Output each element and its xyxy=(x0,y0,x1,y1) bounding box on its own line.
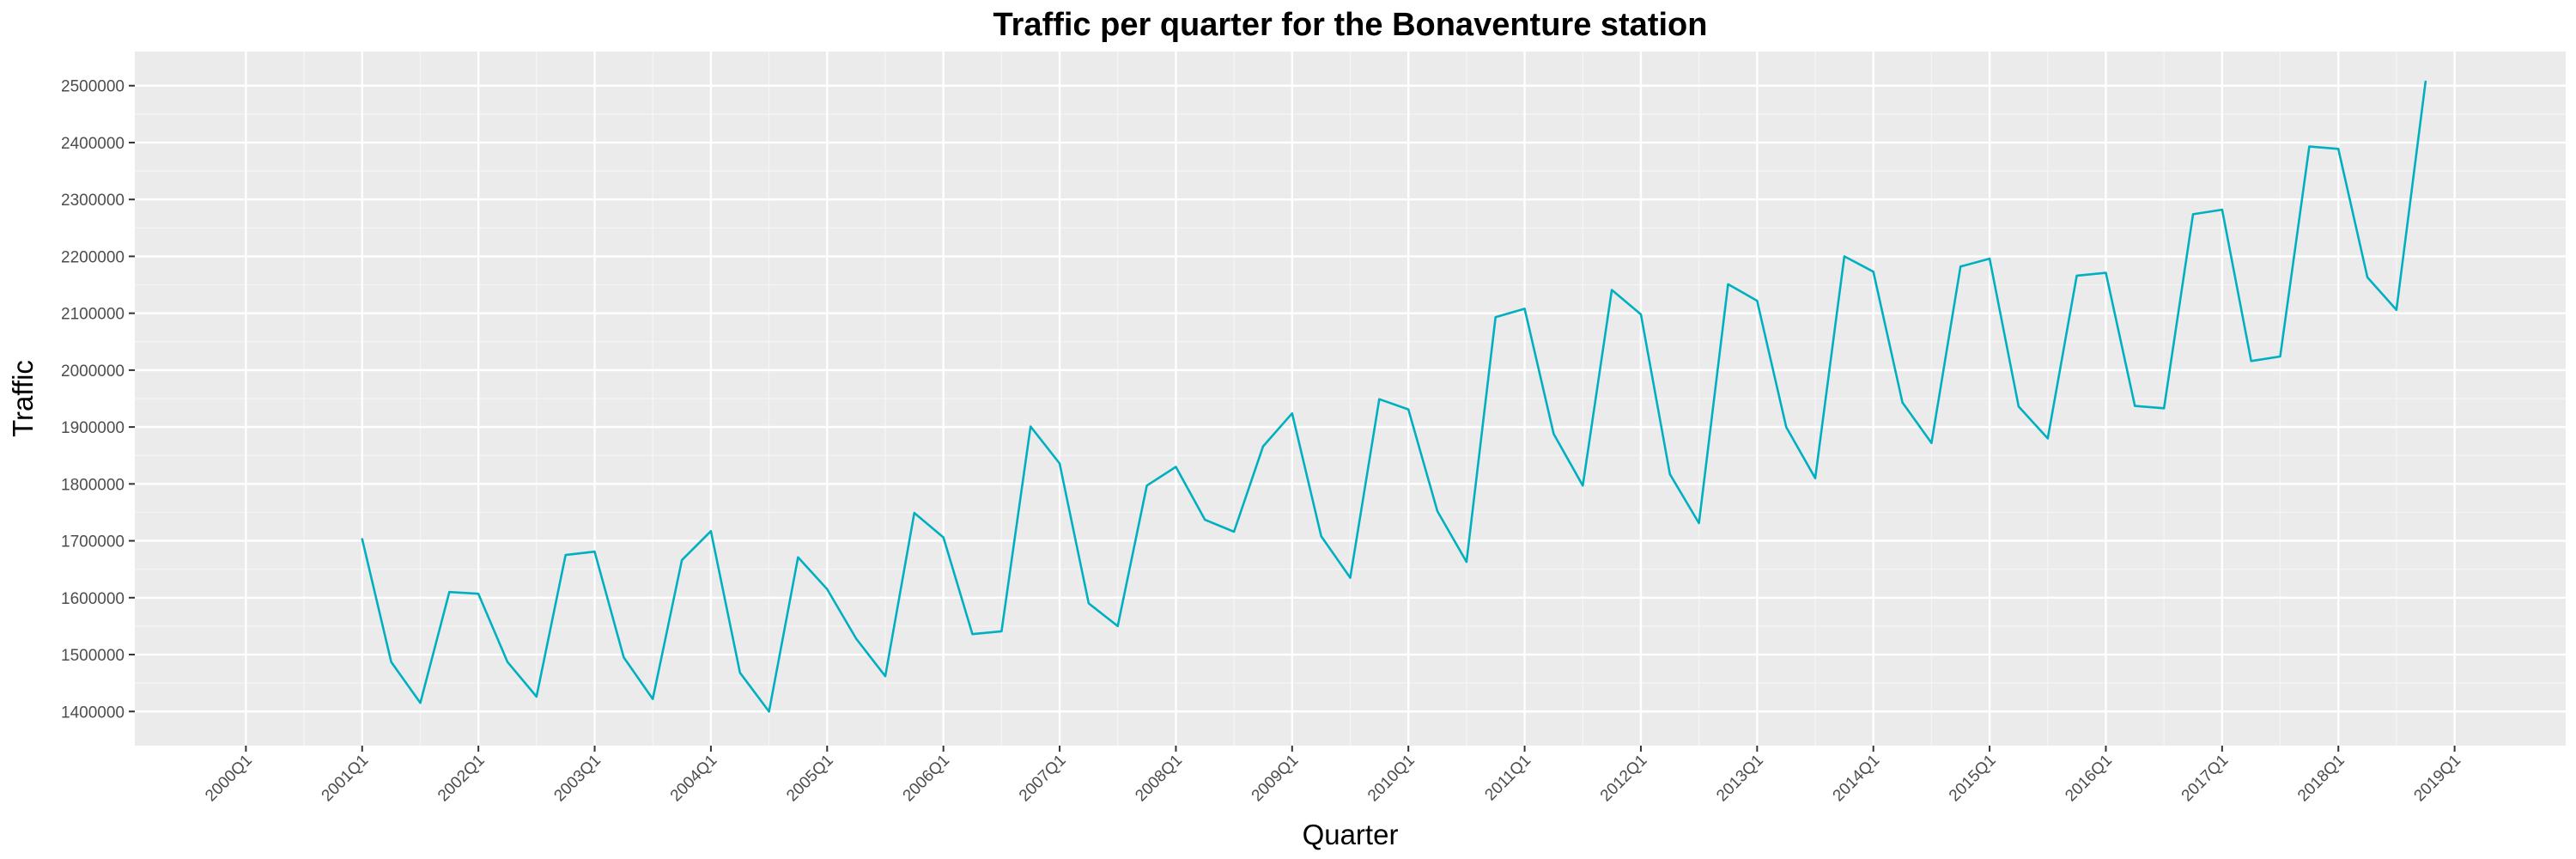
y-tick-label: 2200000 xyxy=(61,248,125,266)
y-tick-label: 2100000 xyxy=(61,306,125,324)
y-tick-label: 2300000 xyxy=(61,192,125,210)
x-tick-label: 2007Q1 xyxy=(1016,752,1070,806)
x-tick-label: 2008Q1 xyxy=(1132,752,1186,806)
x-tick-label: 2018Q1 xyxy=(2294,752,2348,806)
x-tick-label: 2001Q1 xyxy=(319,752,373,806)
x-tick-label: 2014Q1 xyxy=(1830,752,1884,806)
x-tick-label: 2003Q1 xyxy=(550,752,605,806)
y-tick-label: 1600000 xyxy=(61,590,125,608)
x-tick-label: 2017Q1 xyxy=(2178,752,2233,806)
y-tick-label: 1700000 xyxy=(61,533,125,551)
x-tick-label: 2019Q1 xyxy=(2410,752,2464,806)
x-tick-label: 2015Q1 xyxy=(1946,752,2000,806)
y-tick-label: 1400000 xyxy=(61,704,125,722)
x-tick-label: 2004Q1 xyxy=(667,752,721,806)
x-tick-label: 2005Q1 xyxy=(783,752,837,806)
x-tick-label: 2016Q1 xyxy=(2062,752,2116,806)
x-tick-label: 2013Q1 xyxy=(1713,752,1767,806)
y-axis-title: Traffic xyxy=(7,360,39,437)
y-tick-label: 1500000 xyxy=(61,647,125,665)
y-tick-label: 2000000 xyxy=(61,362,125,381)
x-tick-label: 2000Q1 xyxy=(202,752,256,806)
x-tick-label: 2006Q1 xyxy=(900,752,954,806)
x-axis-title: Quarter xyxy=(1303,819,1399,850)
y-tick-label: 2400000 xyxy=(61,135,125,153)
x-tick-label: 2002Q1 xyxy=(434,752,489,806)
x-tick-label: 2009Q1 xyxy=(1249,752,1303,806)
x-tick-label: 2011Q1 xyxy=(1481,752,1534,805)
series-line xyxy=(361,80,2427,713)
y-tick-label: 2500000 xyxy=(61,78,125,96)
y-tick-label: 1900000 xyxy=(61,419,125,437)
x-tick-label: 2012Q1 xyxy=(1597,752,1651,806)
y-tick-label: 1800000 xyxy=(61,476,125,494)
x-tick-label: 2010Q1 xyxy=(1364,752,1419,806)
chart-title: Traffic per quarter for the Bonaventure … xyxy=(993,7,1708,43)
